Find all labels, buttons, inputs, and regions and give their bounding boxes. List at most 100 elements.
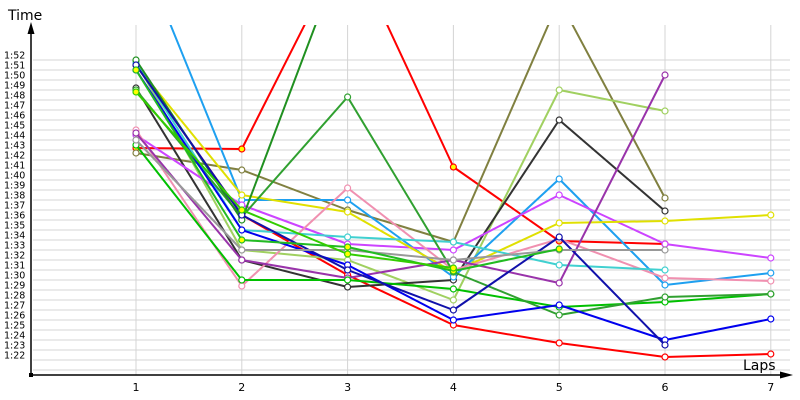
y-tick-label: 1:24 — [4, 331, 25, 342]
y-tick-label: 1:38 — [4, 191, 25, 202]
x-tick-label: 4 — [450, 381, 457, 394]
data-point-marker — [449, 306, 457, 314]
y-tick-label: 1:47 — [4, 101, 25, 112]
y-tick-label: 1:35 — [4, 221, 25, 232]
data-point-marker — [132, 136, 140, 144]
x-tick-label: 5 — [556, 381, 563, 394]
data-point-marker — [661, 266, 669, 274]
series-line — [135, 74, 666, 284]
series-line — [135, 139, 665, 261]
data-point-marker — [449, 246, 457, 254]
y-tick-label: 1:42 — [4, 151, 25, 162]
data-point-marker — [555, 279, 563, 287]
data-point-marker — [555, 339, 563, 347]
data-point-marker — [661, 281, 669, 289]
data-point-marker — [555, 86, 563, 94]
data-point-marker — [661, 293, 669, 301]
data-point-marker — [449, 256, 457, 264]
data-point-marker — [238, 246, 246, 254]
data-point-marker — [344, 266, 352, 274]
y-tick-label: 1:32 — [4, 251, 25, 262]
data-point-marker — [555, 175, 563, 183]
data-point-marker — [238, 282, 246, 290]
series-sky-blue — [169, 25, 775, 289]
y-tick-label: 1:46 — [4, 111, 25, 122]
data-point-marker — [238, 191, 246, 199]
data-point-marker — [555, 219, 563, 227]
data-point-marker — [555, 311, 563, 319]
data-point-marker — [661, 353, 669, 361]
data-point-marker — [449, 316, 457, 324]
data-point-marker — [661, 71, 669, 79]
data-point-marker — [767, 254, 775, 262]
data-point-marker — [661, 274, 669, 282]
data-point-marker — [661, 107, 669, 115]
y-tick-label: 1:36 — [4, 211, 25, 222]
y-tick-label: 1:33 — [4, 241, 25, 252]
data-point-marker — [238, 206, 246, 214]
series-line — [135, 25, 666, 245]
y-tick-label: 1:43 — [4, 141, 25, 152]
data-point-marker — [344, 233, 352, 241]
data-point-marker — [661, 240, 669, 248]
data-point-marker — [238, 236, 246, 244]
y-tick-label: 1:45 — [4, 121, 25, 132]
data-point-marker — [767, 350, 775, 358]
data-point-marker — [767, 211, 775, 219]
series-line — [135, 91, 454, 269]
data-point-marker — [661, 194, 669, 202]
data-point-marker — [661, 341, 669, 349]
data-point-marker — [449, 296, 457, 304]
data-point-marker — [132, 66, 140, 74]
data-point-marker — [767, 290, 775, 298]
data-point-marker — [238, 166, 246, 174]
y-tick-label: 1:48 — [4, 91, 25, 102]
y-tick-label: 1:39 — [4, 181, 25, 192]
series-line — [135, 61, 666, 301]
data-point-marker — [344, 93, 352, 101]
data-point-marker — [344, 283, 352, 291]
y-tick-label: 1:23 — [4, 341, 25, 352]
data-point-marker — [767, 315, 775, 323]
series-lines — [132, 0, 775, 361]
y-tick-label: 1:49 — [4, 81, 25, 92]
data-point-marker — [661, 217, 669, 225]
y-tick-label: 1:25 — [4, 321, 25, 332]
y-tick-label: 1:26 — [4, 311, 25, 322]
series-violet — [132, 131, 775, 262]
data-point-marker — [555, 301, 563, 309]
data-point-marker — [449, 264, 457, 272]
data-point-marker — [238, 256, 246, 264]
y-tick-label: 1:30 — [4, 271, 25, 282]
data-point-marker — [344, 184, 352, 192]
y-axis-tick-labels: 1:221:231:241:251:261:271:281:291:301:31… — [4, 51, 25, 362]
data-point-marker — [661, 207, 669, 215]
data-point-marker — [344, 250, 352, 258]
data-point-marker — [767, 269, 775, 277]
y-tick-label: 1:52 — [4, 51, 25, 62]
data-point-marker — [344, 276, 352, 284]
y-axis-arrow-icon — [27, 22, 35, 34]
data-point-marker — [132, 129, 140, 137]
x-tick-label: 1 — [133, 381, 140, 394]
data-point-marker — [344, 208, 352, 216]
y-tick-label: 1:40 — [4, 171, 25, 182]
y-tick-label: 1:28 — [4, 291, 25, 302]
data-point-marker — [555, 261, 563, 269]
y-tick-label: 1:51 — [4, 61, 25, 72]
data-point-marker — [449, 238, 457, 246]
y-tick-label: 1:22 — [4, 351, 25, 362]
x-axis-title: Laps — [743, 358, 776, 374]
series-line — [135, 25, 666, 243]
data-point-marker — [555, 233, 563, 241]
x-tick-label: 7 — [767, 381, 774, 394]
y-tick-label: 1:44 — [4, 131, 25, 142]
y-tick-label: 1:34 — [4, 231, 25, 242]
data-point-marker — [556, 0, 562, 3]
x-tick-label: 3 — [344, 381, 351, 394]
x-axis-tick-labels: 1 2 3 4 5 6 7 — [133, 381, 775, 394]
data-point-marker — [238, 226, 246, 234]
origin-marker — [29, 373, 33, 377]
y-tick-label: 1:41 — [4, 161, 25, 172]
